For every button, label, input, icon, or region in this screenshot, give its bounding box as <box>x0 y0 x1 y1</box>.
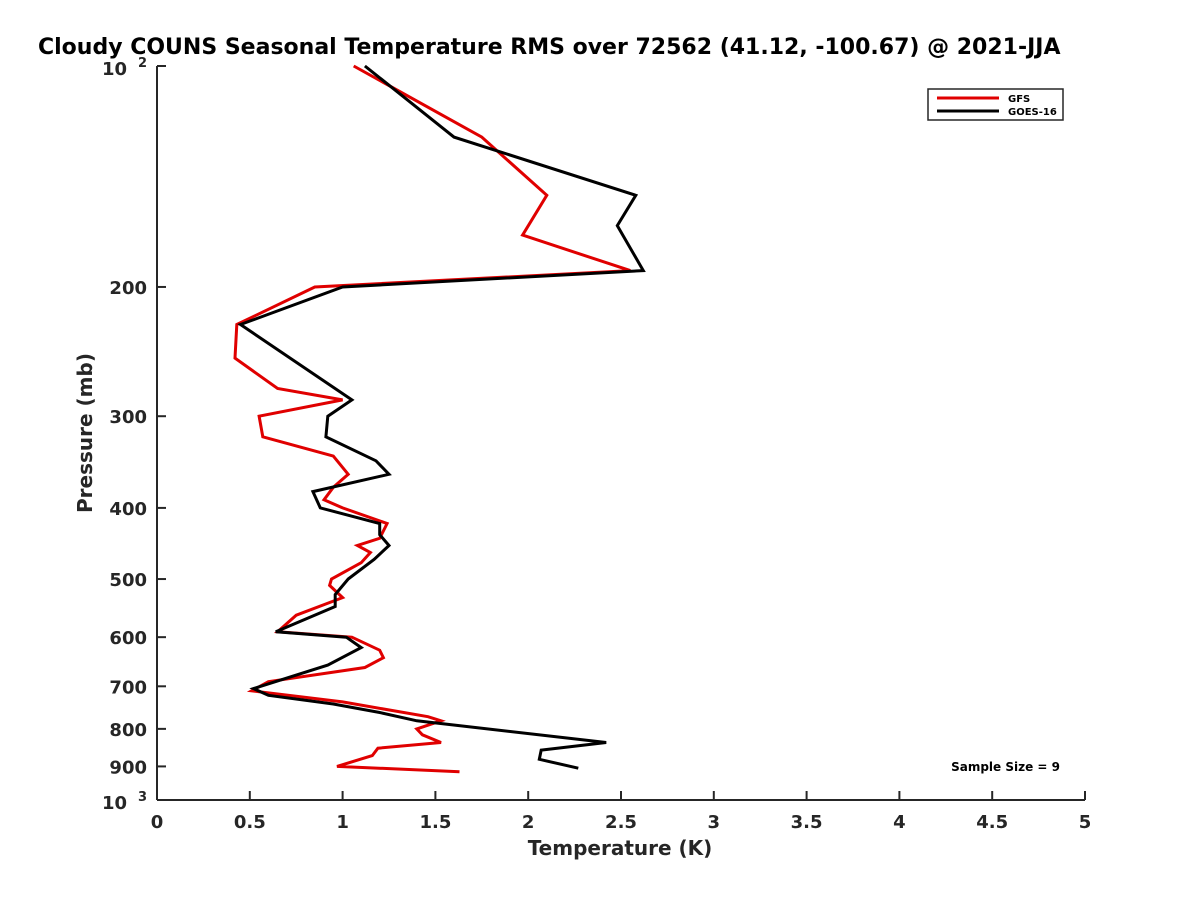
y-axis-label: Pressure (mb) <box>73 353 97 513</box>
x-tick-label: 3 <box>708 812 721 833</box>
legend-box <box>927 88 1064 121</box>
y-tick-exponent: 3 <box>138 790 147 805</box>
x-axis-label: Temperature (K) <box>528 836 713 860</box>
x-tick-label: 3.5 <box>791 812 823 833</box>
x-tick-label: 2.5 <box>605 812 637 833</box>
x-tick-label: 1 <box>336 812 349 833</box>
y-tick-label: 10 <box>102 59 127 80</box>
y-tick-label: 200 <box>109 278 147 299</box>
sample-size-annotation: Sample Size = 9 <box>951 760 1060 774</box>
y-tick-label: 500 <box>109 570 147 591</box>
series-line-gfs <box>233 64 631 774</box>
chart-title: Cloudy COUNS Seasonal Temperature RMS ov… <box>38 35 1061 60</box>
y-tick-label: 300 <box>109 407 147 428</box>
y-tick-label: 900 <box>109 757 147 778</box>
x-tick-label: 1.5 <box>419 812 451 833</box>
y-tick-base: 10 <box>102 59 127 80</box>
legend: GFS GOES-16 <box>927 88 1064 121</box>
y-tick-label: 400 <box>109 499 147 520</box>
y-tick-label: 800 <box>109 720 147 741</box>
x-tick-label: 4.5 <box>976 812 1008 833</box>
legend-label: GFS <box>1008 94 1030 105</box>
y-tick-label: 600 <box>109 628 147 649</box>
y-tick-base: 10 <box>102 793 127 814</box>
x-tick-label: 0 <box>151 812 164 833</box>
y-tick-label: 700 <box>109 677 147 698</box>
y-tick-exponent: 2 <box>138 56 147 71</box>
axes: 0 0.5 1 1.5 2 2.5 3 3.5 4 4.5 5 10 2 200 300 400 500 600 7… <box>102 56 1091 833</box>
y-tick-label: 10 <box>102 793 127 814</box>
plot-area <box>233 64 646 774</box>
x-tick-label: 0.5 <box>234 812 266 833</box>
series-line-goes-16 <box>237 64 646 770</box>
x-tick-label: 4 <box>893 812 906 833</box>
x-tick-label: 5 <box>1079 812 1092 833</box>
legend-label: GOES-16 <box>1008 107 1057 118</box>
x-tick-label: 2 <box>522 812 535 833</box>
